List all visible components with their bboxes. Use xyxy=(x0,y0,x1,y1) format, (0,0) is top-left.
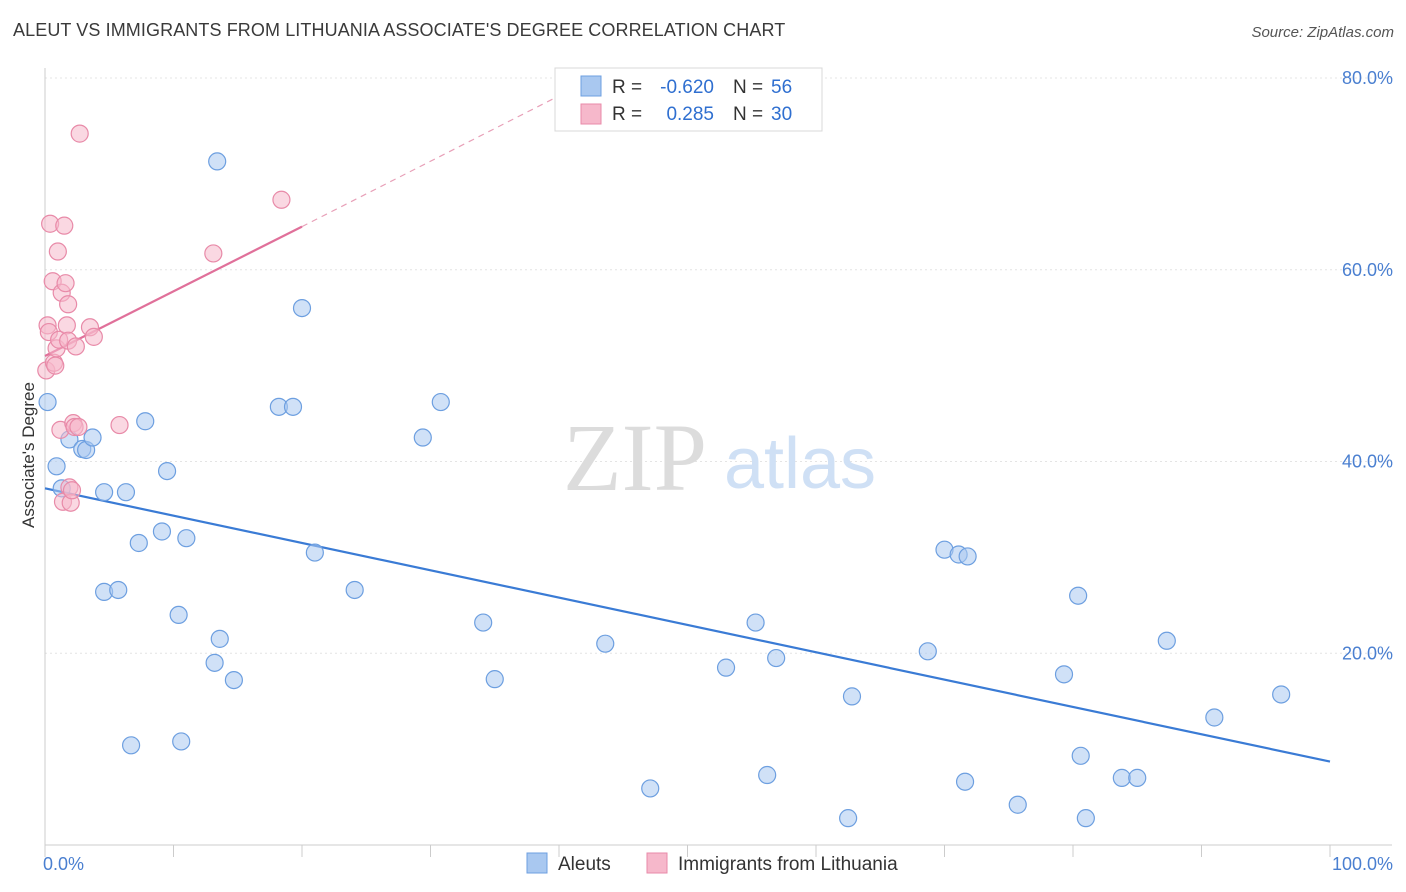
trend-line-lithuania-extended xyxy=(301,82,585,228)
aleuts-point-29 xyxy=(431,392,450,412)
lithuania-point-25 xyxy=(70,124,89,143)
source-label: Source: ZipAtlas.com xyxy=(1251,24,1394,41)
aleuts-point-20 xyxy=(210,629,229,648)
aleuts-point-32 xyxy=(596,634,615,653)
lithuania-point-29 xyxy=(204,244,223,263)
aleuts-point-53 xyxy=(1205,708,1224,727)
axes xyxy=(44,68,1392,857)
aleuts-point-47 xyxy=(1069,586,1088,605)
aleuts-point-19 xyxy=(205,653,224,672)
aleuts-point-0 xyxy=(38,392,57,412)
stats-n-label-lithuania: N = xyxy=(733,104,763,125)
legend-label-aleuts: Aleuts xyxy=(558,854,611,875)
chart-title: ALEUT VS IMMIGRANTS FROM LITHUANIA ASSOC… xyxy=(13,20,786,40)
lithuania-point-15 xyxy=(57,316,76,335)
aleuts-point-14 xyxy=(152,522,172,541)
grid-lines xyxy=(45,77,1392,654)
stats-r-value-lithuania: 0.285 xyxy=(666,104,714,125)
aleuts-point-49 xyxy=(1076,809,1095,828)
aleuts-point-25 xyxy=(292,299,312,318)
aleuts-point-44 xyxy=(958,547,977,566)
aleuts-point-40 xyxy=(918,642,937,661)
aleuts-point-30 xyxy=(474,613,493,632)
aleuts-point-51 xyxy=(1128,768,1147,787)
aleuts-point-37 xyxy=(767,648,786,668)
lithuania-point-6 xyxy=(46,356,65,375)
aleuts-point-26 xyxy=(305,543,324,562)
stats-legend-swatch-lithuania xyxy=(580,103,602,125)
aleuts-point-43 xyxy=(955,772,975,791)
aleuts-point-13 xyxy=(136,412,155,431)
x-tick-label-max: 100.0% xyxy=(1332,854,1393,874)
aleuts-point-48 xyxy=(1071,746,1090,765)
stats-r-label-aleuts: R = xyxy=(612,77,642,98)
aleuts-point-38 xyxy=(839,809,858,828)
trend-line-aleuts xyxy=(44,487,1331,763)
aleuts-point-46 xyxy=(1054,665,1074,684)
aleuts-point-17 xyxy=(172,732,191,751)
lithuania-point-16 xyxy=(59,295,78,314)
stats-legend-swatch-aleuts xyxy=(580,75,602,97)
stats-n-value-aleuts: 56 xyxy=(771,77,792,98)
watermark-zip: ZIP xyxy=(563,404,707,511)
aleuts-point-24 xyxy=(283,397,303,416)
aleuts-point-10 xyxy=(116,483,136,502)
y-tick-label-40: 40.0% xyxy=(1342,452,1393,472)
aleuts-point-39 xyxy=(842,687,862,706)
aleuts-point-22 xyxy=(208,152,227,171)
lithuania-point-20 xyxy=(62,481,82,500)
legend-swatch-aleuts xyxy=(526,852,548,874)
aleuts-point-34 xyxy=(716,658,736,677)
aleuts-point-12 xyxy=(129,533,148,553)
aleuts-point-21 xyxy=(224,670,243,690)
stats-legend: R = -0.620 N = 56 R = 0.285 N = 30 xyxy=(554,67,823,132)
aleuts-point-28 xyxy=(413,428,432,447)
y-tick-label-80: 80.0% xyxy=(1342,68,1393,88)
watermark: ZIP atlas xyxy=(563,404,876,511)
series-legend: Aleuts Immigrants from Lithuania xyxy=(526,852,898,875)
lithuania-point-28 xyxy=(110,415,129,435)
aleuts-point-6 xyxy=(83,428,102,447)
lithuania-point-30 xyxy=(272,190,291,209)
stats-n-value-lithuania: 30 xyxy=(771,104,792,125)
stats-r-label-lithuania: R = xyxy=(612,104,642,125)
aleuts-point-9 xyxy=(109,580,128,600)
y-tick-label-60: 60.0% xyxy=(1342,260,1393,280)
x-tick-label-min: 0.0% xyxy=(43,854,84,874)
aleuts-point-16 xyxy=(169,605,188,625)
lithuania-point-8 xyxy=(48,242,67,261)
stats-n-label-aleuts: N = xyxy=(733,77,763,98)
aleuts-point-35 xyxy=(746,613,765,632)
aleuts-point-45 xyxy=(1008,795,1027,814)
y-tick-labels: 20.0% 40.0% 60.0% 80.0% xyxy=(1342,68,1393,663)
lithuania-point-14 xyxy=(56,274,75,293)
aleuts-point-27 xyxy=(345,580,364,600)
aleuts-point-36 xyxy=(758,765,777,785)
lithuania-point-13 xyxy=(55,216,74,235)
aleuts-point-52 xyxy=(1157,631,1176,650)
aleuts-point-15 xyxy=(157,461,177,481)
aleuts-point-11 xyxy=(121,736,141,755)
legend-swatch-lithuania xyxy=(646,852,668,874)
x-tick-labels: 0.0% 100.0% xyxy=(43,854,1393,874)
aleuts-point-18 xyxy=(177,529,196,548)
watermark-atlas: atlas xyxy=(724,424,876,504)
aleuts-point-1 xyxy=(47,457,66,476)
aleuts-point-54 xyxy=(1272,685,1291,704)
y-tick-label-20: 20.0% xyxy=(1342,643,1393,663)
lithuania-point-23 xyxy=(66,337,85,356)
aleuts-point-50 xyxy=(1112,768,1131,787)
stats-r-value-aleuts: -0.620 xyxy=(660,77,714,98)
y-axis-label: Associate's Degree xyxy=(19,382,38,528)
lithuania-point-24 xyxy=(69,417,88,437)
data-points xyxy=(37,124,1291,828)
aleuts-point-31 xyxy=(485,670,504,689)
legend-label-lithuania: Immigrants from Lithuania xyxy=(678,854,898,875)
aleuts-point-33 xyxy=(641,779,660,798)
lithuania-point-27 xyxy=(84,327,103,346)
trend-line-lithuania xyxy=(44,225,303,358)
aleuts-point-7 xyxy=(95,483,114,502)
